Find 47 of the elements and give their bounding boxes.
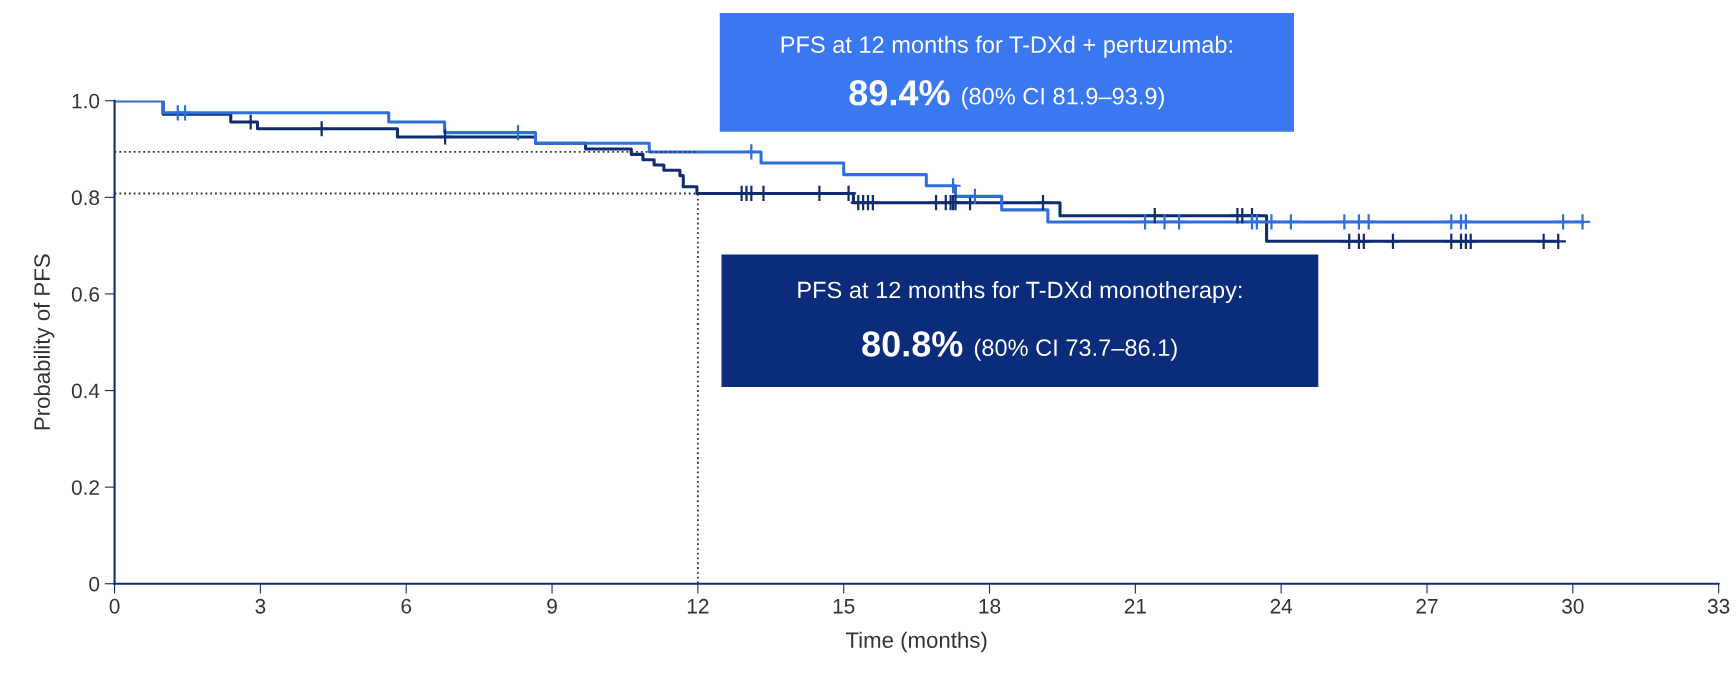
y-tick-label: 0.8 — [71, 190, 100, 206]
point — [742, 143, 761, 161]
x-tick-label: 27 — [1416, 598, 1438, 614]
point — [1136, 213, 1154, 231]
x-tick-label: 3 — [255, 598, 266, 614]
y-tick-label: 1.0 — [72, 93, 100, 109]
point — [944, 177, 962, 195]
annotation: 80.8% (80% CI 73.7–86.1) — [862, 331, 1177, 361]
x-tick-label: 0 — [109, 598, 120, 614]
x-tick-label: 15 — [833, 599, 855, 614]
x-tick-label: 12 — [687, 598, 709, 614]
point — [1359, 213, 1378, 231]
point — [1549, 232, 1567, 251]
point — [1282, 213, 1300, 231]
x-tick-label: 6 — [401, 598, 412, 614]
point — [436, 128, 454, 146]
annotation: PFS at 12 months for T-DXd monotherapy: — [798, 281, 1242, 304]
x-tick-label: 30 — [1562, 598, 1584, 614]
point — [1573, 213, 1592, 231]
text: PFS at 12 months for T-DXd + pertuzumab: — [781, 35, 1232, 58]
annotation: 89.4% (80% CI 81.9–93.9) — [849, 80, 1164, 110]
y-tick-label: 0.4 — [71, 383, 100, 399]
x-tick-label: 24 — [1270, 598, 1293, 614]
x-axis-title: Time (months) — [845, 631, 987, 653]
y-tick-label: 0.2 — [71, 480, 99, 495]
y-tick-label: 0 — [89, 576, 100, 592]
point — [1146, 206, 1164, 225]
point — [1462, 232, 1480, 251]
point — [1170, 213, 1188, 231]
point — [1457, 213, 1475, 231]
y-axis-title: Probability of PFS — [33, 254, 55, 430]
point — [1262, 213, 1281, 231]
x-tick-label: 33 — [1707, 598, 1730, 614]
point — [1034, 193, 1052, 212]
x-tick-label: 18 — [979, 598, 1001, 614]
point — [864, 193, 882, 212]
x-tick-label: 21 — [1124, 598, 1146, 614]
x-tick-label: 9 — [547, 598, 557, 614]
point — [1554, 213, 1572, 231]
point — [1355, 232, 1373, 251]
point — [1384, 232, 1402, 251]
y-tick-label: 0.6 — [71, 286, 100, 302]
point — [1248, 213, 1266, 231]
point — [1335, 213, 1354, 231]
point — [312, 120, 331, 138]
point — [1155, 213, 1174, 231]
point — [1534, 232, 1553, 251]
